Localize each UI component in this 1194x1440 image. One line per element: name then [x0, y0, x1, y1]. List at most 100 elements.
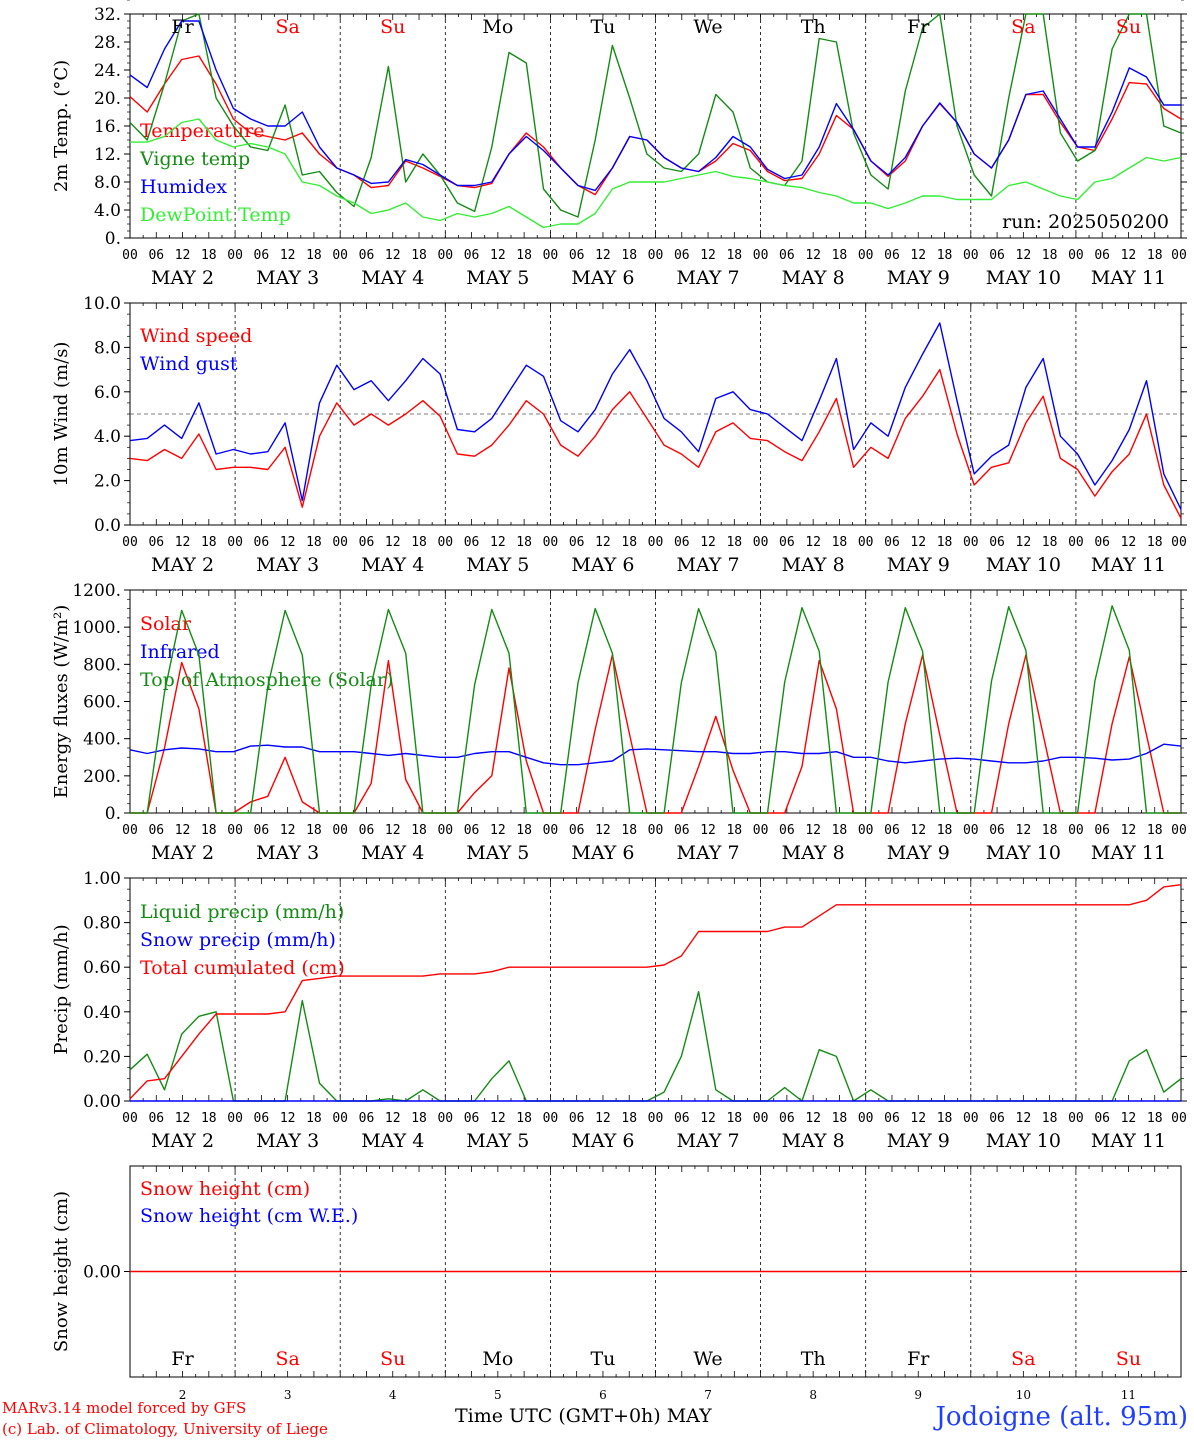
hour-tick-label: 00	[1068, 248, 1084, 263]
date-label: MAY 11	[1091, 842, 1166, 864]
hour-tick-label: 18	[832, 535, 848, 550]
day-number: 9	[914, 1388, 922, 1402]
hour-tick-label: 18	[1147, 1111, 1163, 1126]
date-label: MAY 3	[256, 1130, 319, 1152]
day-name: Tu	[590, 1348, 615, 1370]
hour-tick-label: 00	[122, 1111, 138, 1126]
hour-tick-label: 18	[937, 1111, 953, 1126]
hour-tick-label: 12	[595, 248, 611, 263]
hour-tick-label: 00	[963, 248, 979, 263]
hour-tick-label: 06	[674, 535, 690, 550]
hour-tick-label: 00	[437, 823, 453, 838]
legend-entry: Infrared	[140, 641, 220, 663]
hour-tick-label: 12	[1016, 823, 1032, 838]
hour-tick-label: 18	[306, 248, 322, 263]
series-line	[129, 884, 1182, 1100]
series-line	[129, 13, 1182, 218]
hour-tick-label: 12	[700, 823, 716, 838]
day-number: 10	[1016, 1388, 1031, 1402]
y-axis-label: 2m Temp. (°C)	[51, 60, 72, 192]
date-label: MAY 6	[571, 267, 634, 289]
time-axis-label: Time UTC (GMT+0h) MAY	[455, 1405, 712, 1427]
hour-tick-label: 12	[805, 823, 821, 838]
date-label: MAY 7	[677, 267, 740, 289]
hour-tick-label: 00	[543, 1111, 559, 1126]
date-label: MAY 6	[571, 1130, 634, 1152]
hour-tick-label: 12	[490, 1111, 506, 1126]
date-label: MAY 4	[361, 554, 424, 576]
hour-tick-label: 06	[569, 248, 585, 263]
hour-tick-label: 12	[805, 1111, 821, 1126]
hour-tick-label: 00	[1068, 1111, 1084, 1126]
date-label: MAY 8	[782, 1130, 845, 1152]
hour-tick-label: 12	[490, 535, 506, 550]
date-label: MAY 4	[361, 267, 424, 289]
day-name: Su	[380, 1348, 405, 1370]
day-name: Sa	[275, 16, 299, 38]
y-tick-label: 0.40	[83, 1003, 121, 1023]
date-label: MAY 7	[677, 554, 740, 576]
day-name: Su	[1116, 16, 1141, 38]
date-label: MAY 9	[887, 842, 950, 864]
legend-entry: Snow height (cm)	[140, 1178, 310, 1200]
hour-tick-label: 18	[516, 535, 532, 550]
hour-tick-label: 00	[227, 1111, 243, 1126]
date-label: MAY 9	[887, 1130, 950, 1152]
hour-tick-label: 12	[1121, 823, 1137, 838]
y-tick-label: 1200.	[72, 581, 121, 601]
hour-tick-label: 00	[543, 823, 559, 838]
date-label: MAY 7	[677, 1130, 740, 1152]
hour-tick-label: 06	[989, 823, 1005, 838]
date-label: MAY 10	[986, 1130, 1061, 1152]
hour-tick-label: 18	[306, 823, 322, 838]
hour-tick-label: 12	[1121, 1111, 1137, 1126]
hour-tick-label: 12	[385, 535, 401, 550]
hour-tick-label: 18	[516, 1111, 532, 1126]
hour-tick-label: 18	[937, 823, 953, 838]
y-tick-label: 6.0	[94, 383, 121, 403]
hour-tick-label: 12	[175, 1111, 191, 1126]
date-label: MAY 7	[677, 842, 740, 864]
date-label: MAY 8	[782, 842, 845, 864]
hour-tick-label: 00	[332, 1111, 348, 1126]
hour-tick-label: 06	[1094, 248, 1110, 263]
hour-tick-label: 00	[858, 823, 874, 838]
y-tick-label: 20.	[94, 89, 121, 109]
hour-tick-label: 18	[1042, 248, 1058, 263]
hour-tick-label: 06	[779, 1111, 795, 1126]
y-tick-label: 1.00	[83, 869, 121, 889]
hour-tick-label: 18	[1042, 823, 1058, 838]
hour-tick-label: 18	[937, 535, 953, 550]
hour-tick-label: 00	[648, 1111, 664, 1126]
hour-tick-label: 18	[832, 1111, 848, 1126]
day-name: Su	[380, 16, 405, 38]
hour-tick-label: 00	[963, 1111, 979, 1126]
y-tick-label: 0.20	[83, 1047, 121, 1067]
series-line	[129, 322, 1182, 510]
hour-tick-label: 12	[1016, 535, 1032, 550]
hour-tick-label: 18	[201, 535, 217, 550]
hour-tick-label: 12	[490, 823, 506, 838]
day-name: Th	[801, 16, 826, 38]
series-line	[130, 605, 1181, 814]
model-credit: MARv3.14 model forced by GFS	[2, 1399, 247, 1417]
lab-credit: (c) Lab. of Climatology, University of L…	[2, 1420, 328, 1438]
series-line	[130, 118, 1182, 229]
series-line	[129, 20, 1181, 192]
hour-tick-label: 06	[674, 1111, 690, 1126]
date-label: MAY 3	[256, 267, 319, 289]
hour-tick-label: 18	[621, 535, 637, 550]
y-tick-label: 0.00	[83, 1092, 121, 1112]
hour-tick-label: 06	[464, 823, 480, 838]
hour-tick-label: 12	[175, 248, 191, 263]
y-axis-label: Energy fluxes (W/m²)	[51, 605, 72, 799]
hour-tick-label: 18	[516, 248, 532, 263]
day-name: Tu	[590, 16, 615, 38]
y-tick-label: 800.	[83, 655, 121, 675]
y-tick-label: 200.	[83, 767, 121, 787]
hour-tick-label: 00	[227, 248, 243, 263]
hour-tick-label: 18	[832, 248, 848, 263]
hour-tick-label: 18	[726, 1111, 742, 1126]
legend-entry: Top of Atmosphere (Solar)	[140, 669, 393, 691]
day-name: We	[693, 16, 722, 38]
